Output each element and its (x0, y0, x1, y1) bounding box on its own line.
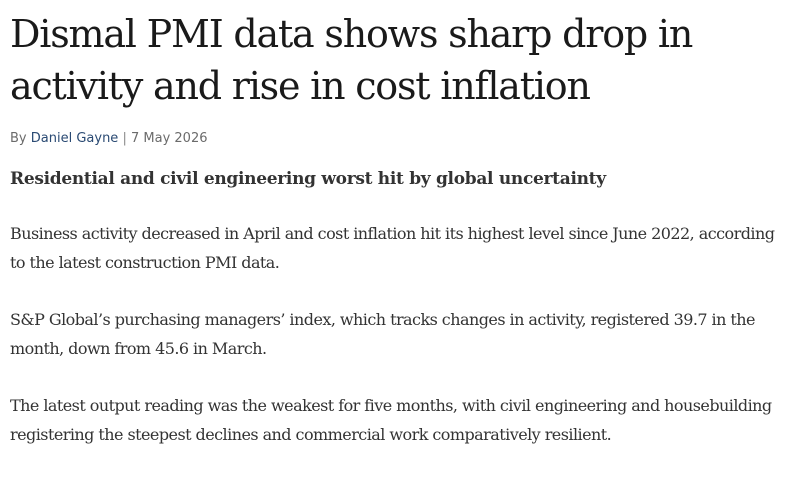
article-standfirst: Residential and civil engineering worst … (10, 169, 606, 189)
body-paragraph-2: S&P Global’s purchasing managers’ index,… (10, 310, 756, 358)
article: Dismal PMI data shows sharp drop in acti… (10, 0, 790, 449)
body-paragraph-1: Business activity decreased in April and… (10, 224, 775, 272)
publish-date: 7 May 2026 (130, 131, 208, 146)
author-link[interactable]: Daniel Gayne (30, 131, 119, 146)
body-paragraph-3: The latest output reading was the weakes… (10, 396, 772, 444)
byline-separator: | (122, 131, 127, 146)
byline: By Daniel Gayne | 7 May 2026 (10, 130, 790, 148)
article-headline: Dismal PMI data shows sharp drop in acti… (10, 12, 693, 108)
byline-prefix: By (10, 131, 27, 146)
